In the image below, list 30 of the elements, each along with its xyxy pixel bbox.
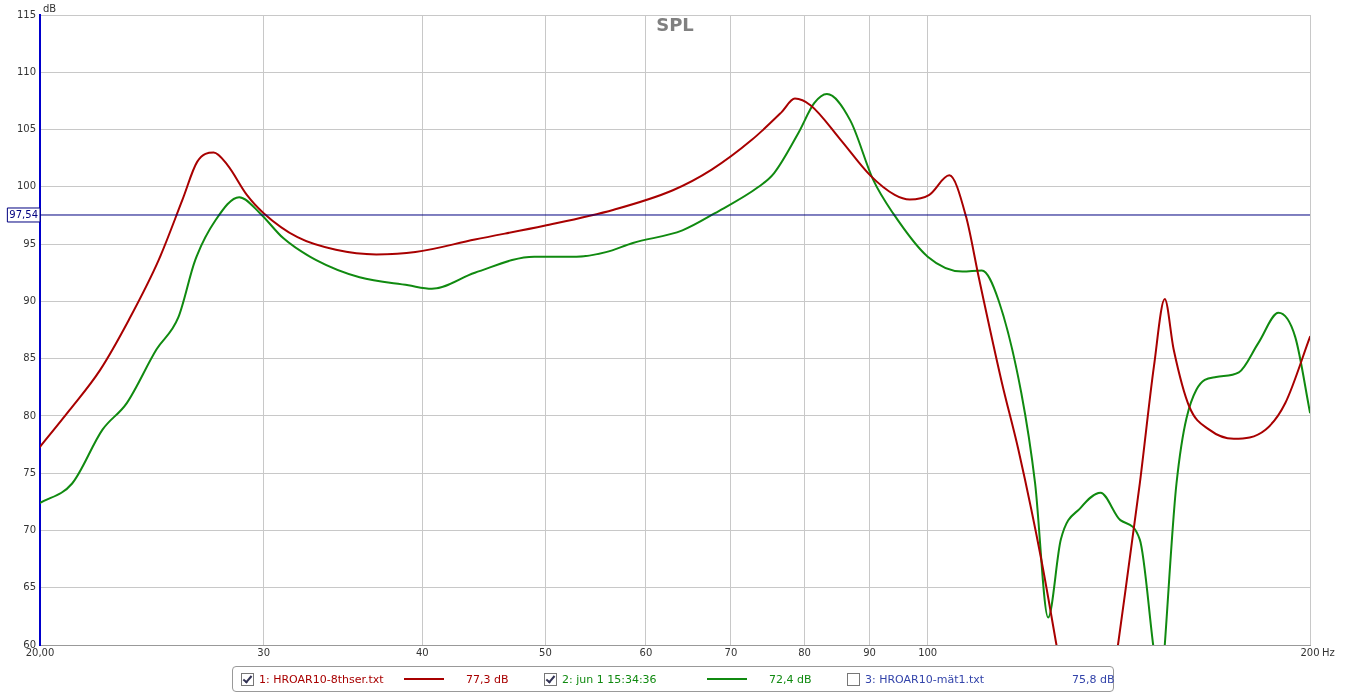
x-tick-label: 80 [798,646,811,658]
x-tick-label: 200 [1300,646,1320,658]
y-tick-label: 75 [23,466,36,478]
y-tick-label: 100 [16,180,36,192]
x-tick-label: 100 [918,646,938,658]
text: 77,3 dB [466,672,510,686]
text: 1: HROAR10-8thser.txt [259,672,384,686]
x-tick-label: 70 [724,646,738,658]
x-tick-label: 30 [257,646,270,658]
x-axis-title: Hz [1322,646,1335,658]
ref-line-label: 97,54 [9,208,38,220]
y-tick-label: 85 [23,352,36,364]
x-tick-label: 50 [539,646,552,658]
y-axis-title: dB [43,2,57,14]
y-tick-label: 115 [16,8,36,20]
x-tick-label: 90 [863,646,876,658]
x-tick-label: 40 [415,646,429,658]
y-tick-label: 80 [23,409,36,421]
chart-title: SPL [656,13,694,35]
text: 75,8 dB [1072,672,1116,686]
y-tick-label: 90 [23,294,36,306]
y-tick-label: 110 [16,65,36,77]
text: 3: HROAR10-mät1.txt [865,672,986,686]
x-tick-label: 60 [639,646,653,658]
y-tick-label: 70 [23,524,36,536]
text: 2: jun 1 15:34:36 [562,672,658,686]
y-tick-label: 105 [16,123,36,135]
y-tick-label: 95 [23,237,36,249]
y-tick-label: 65 [23,581,36,593]
text: 72,4 dB [769,672,813,686]
